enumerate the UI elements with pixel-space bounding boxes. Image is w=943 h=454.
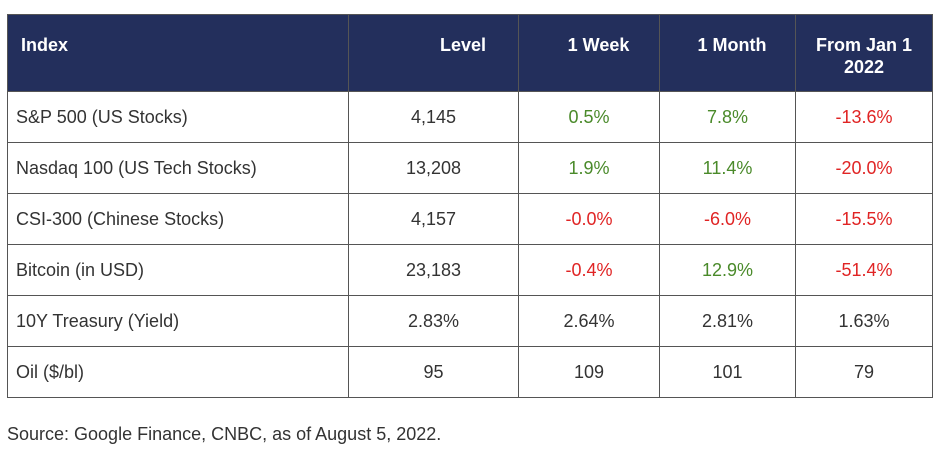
header-ytd-line2: 2022: [843, 57, 885, 77]
table-row: S&P 500 (US Stocks) 4,145 0.5% 7.8% -13.…: [7, 91, 933, 143]
row-index-name: 10Y Treasury (Yield): [7, 295, 349, 347]
row-ytd-change: -51.4%: [795, 244, 933, 296]
row-1-month-change: 2.81%: [659, 295, 796, 347]
row-level: 13,208: [348, 142, 519, 194]
row-level: 4,157: [348, 193, 519, 245]
header-1-week: 1 Week: [518, 14, 660, 92]
header-row: Index Level 1 Week 1 Month From Jan 1 202…: [7, 14, 933, 92]
row-ytd-change: 1.63%: [795, 295, 933, 347]
table-row: Nasdaq 100 (US Tech Stocks) 13,208 1.9% …: [7, 142, 933, 194]
row-level: 4,145: [348, 91, 519, 143]
row-index-name: Bitcoin (in USD): [7, 244, 349, 296]
row-index-name: S&P 500 (US Stocks): [7, 91, 349, 143]
row-index-name: CSI-300 (Chinese Stocks): [7, 193, 349, 245]
row-1-week-change: 1.9%: [518, 142, 660, 194]
row-index-name: Oil ($/bl): [7, 346, 349, 398]
header-index: Index: [7, 14, 349, 92]
row-1-week-change: -0.4%: [518, 244, 660, 296]
header-level: Level: [348, 14, 519, 92]
market-performance-table: Index Level 1 Week 1 Month From Jan 1 202…: [7, 14, 933, 398]
table-body: S&P 500 (US Stocks) 4,145 0.5% 7.8% -13.…: [7, 91, 933, 398]
row-1-month-change: 12.9%: [659, 244, 796, 296]
row-level: 95: [348, 346, 519, 398]
table-row: CSI-300 (Chinese Stocks) 4,157 -0.0% -6.…: [7, 193, 933, 245]
row-index-name: Nasdaq 100 (US Tech Stocks): [7, 142, 349, 194]
table-row: Oil ($/bl) 95 109 101 79: [7, 346, 933, 398]
header-1-month: 1 Month: [659, 14, 796, 92]
row-level: 2.83%: [348, 295, 519, 347]
table-row: Bitcoin (in USD) 23,183 -0.4% 12.9% -51.…: [7, 244, 933, 296]
row-1-week-change: 109: [518, 346, 660, 398]
row-1-month-change: 11.4%: [659, 142, 796, 194]
row-ytd-change: 79: [795, 346, 933, 398]
row-ytd-change: -13.6%: [795, 91, 933, 143]
header-from-jan-1-2022: From Jan 1 2022: [795, 14, 933, 92]
row-1-week-change: -0.0%: [518, 193, 660, 245]
table-header: Index Level 1 Week 1 Month From Jan 1 202…: [7, 14, 933, 92]
row-1-month-change: -6.0%: [659, 193, 796, 245]
row-ytd-change: -15.5%: [795, 193, 933, 245]
header-ytd-line1: From Jan 1: [815, 35, 913, 55]
row-1-month-change: 101: [659, 346, 796, 398]
table-row: 10Y Treasury (Yield) 2.83% 2.64% 2.81% 1…: [7, 295, 933, 347]
row-1-week-change: 0.5%: [518, 91, 660, 143]
row-ytd-change: -20.0%: [795, 142, 933, 194]
source-note: Source: Google Finance, CNBC, as of Augu…: [7, 424, 442, 444]
row-1-week-change: 2.64%: [518, 295, 660, 347]
row-level: 23,183: [348, 244, 519, 296]
row-1-month-change: 7.8%: [659, 91, 796, 143]
